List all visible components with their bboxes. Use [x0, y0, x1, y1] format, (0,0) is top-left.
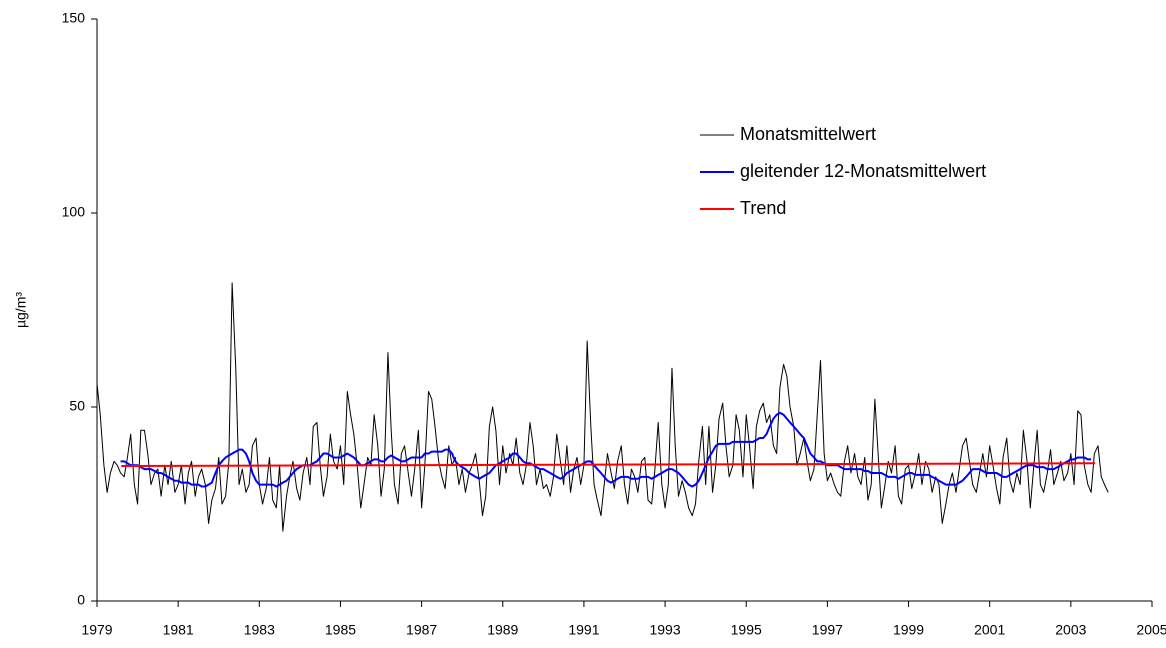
x-tick-label: 1987 — [406, 622, 437, 638]
x-tick-label: 1983 — [244, 622, 275, 638]
y-tick-label: 50 — [69, 398, 85, 414]
x-tick-label: 1993 — [649, 622, 680, 638]
y-tick-label: 150 — [62, 10, 86, 26]
x-tick-label: 1997 — [812, 622, 843, 638]
x-tick-label: 1995 — [731, 622, 762, 638]
x-tick-label: 1985 — [325, 622, 356, 638]
legend-text: gleitender 12-Monatsmittelwert — [740, 161, 986, 181]
data-line — [96, 282, 1109, 532]
data-line — [120, 411, 1092, 488]
x-tick-label: 2005 — [1136, 622, 1166, 638]
y-tick-label: 0 — [77, 592, 85, 608]
x-tick-label: 2003 — [1055, 622, 1086, 638]
x-tick-label: 1979 — [81, 622, 112, 638]
y-axis-label: µg/m³ — [13, 292, 29, 328]
legend-text: Monatsmittelwert — [740, 124, 876, 144]
x-tick-label: 1991 — [568, 622, 599, 638]
y-tick-label: 100 — [62, 204, 86, 220]
legend-text: Trend — [740, 198, 786, 218]
x-tick-label: 1999 — [893, 622, 924, 638]
x-tick-label: 1981 — [163, 622, 194, 638]
x-tick-label: 2001 — [974, 622, 1005, 638]
data-line — [121, 462, 1096, 467]
x-tick-label: 1989 — [487, 622, 518, 638]
